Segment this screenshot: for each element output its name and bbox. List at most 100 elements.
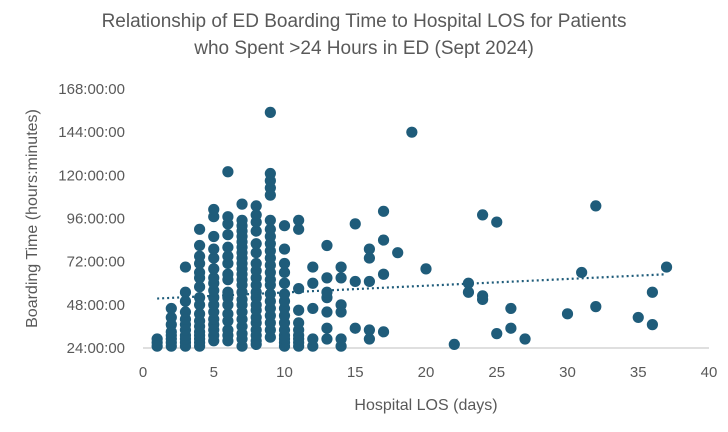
data-point [179,306,192,318]
data-point [321,322,333,334]
data-point [222,250,234,262]
data-point [335,261,347,273]
data-point [264,288,276,300]
data-point [590,200,602,212]
data-point [477,209,489,221]
data-point [250,238,262,250]
data-point [335,333,347,345]
data-point [264,223,276,235]
data-point [278,220,291,232]
data-point [264,106,276,118]
data-point [208,263,220,275]
data-point [448,338,460,351]
data-point [561,308,574,320]
data-point [179,261,192,273]
x-tick-label: 15 [347,364,364,381]
data-point [208,252,220,264]
data-point [222,166,234,178]
data-point [222,324,234,336]
data-point [194,250,206,262]
data-point [335,272,347,284]
x-tick-label: 35 [630,364,647,381]
data-point [321,286,333,298]
data-point [377,326,390,338]
data-point [222,241,234,253]
data-point [222,229,234,241]
data-point [250,209,262,221]
data-point [646,319,659,331]
data-point [278,257,291,270]
y-tick-label: 144:00:00 [58,124,125,141]
data-point [307,261,319,273]
data-point [264,214,276,226]
data-point [491,328,503,340]
x-tick-label: 30 [559,364,576,381]
data-point [293,214,305,226]
data-point [576,266,588,279]
chart-title: Relationship of ED Boarding Time to Hosp… [0,8,728,62]
data-point [505,302,517,315]
data-point [208,243,220,255]
data-point [165,311,177,324]
data-point [349,322,361,334]
data-point [590,301,602,313]
data-point [363,324,375,336]
data-point [179,295,192,307]
x-tick-label: 5 [210,364,218,381]
data-point [250,225,262,237]
data-point [519,333,531,345]
data-point [406,126,418,138]
data-point [278,243,291,255]
data-point [194,239,206,252]
trendline [157,273,667,300]
y-tick-label: 24:00:00 [67,340,125,357]
data-point [293,223,305,235]
y-axis-label: Boarding Time (hours:minutes) [24,109,41,328]
data-point [264,167,276,180]
data-point [194,292,206,304]
data-point [363,333,375,345]
data-point [208,230,220,243]
data-point [236,198,248,210]
data-point [250,200,262,212]
data-point [646,286,659,298]
data-point [222,308,234,320]
data-point [222,211,234,223]
x-tick-labels: 0 5 10 15 20 25 30 35 40 [139,364,718,381]
chart-title-line-2: who Spent >24 Hours in ED (Sept 2024) [194,38,534,59]
data-point [377,268,390,280]
y-tick-label: 96:00:00 [67,211,125,228]
data-point [179,286,192,298]
data-point [165,302,177,315]
data-point [278,277,291,289]
data-point [321,272,333,284]
data-point [208,203,220,216]
data-point [363,243,375,255]
data-point [462,286,475,298]
data-point [222,268,234,280]
data-point [321,239,333,252]
data-point [293,317,305,329]
data-point [491,216,503,228]
y-tick-label: 120:00:00 [58,167,125,184]
x-tick-label: 25 [488,364,505,381]
data-points [151,106,673,352]
x-tick-label: 40 [701,364,718,381]
data-point [363,275,375,288]
data-point [349,275,361,288]
data-point [151,340,163,352]
data-point [194,266,206,279]
x-tick-label: 0 [139,364,147,381]
data-point [293,283,305,295]
data-point [194,223,206,235]
data-point [250,257,262,270]
data-point [222,286,234,298]
data-point [194,281,206,293]
data-point [278,288,291,300]
x-tick-label: 10 [276,364,293,381]
data-point [208,272,220,284]
data-point [377,234,390,246]
data-point [392,247,404,259]
data-point [293,304,305,316]
